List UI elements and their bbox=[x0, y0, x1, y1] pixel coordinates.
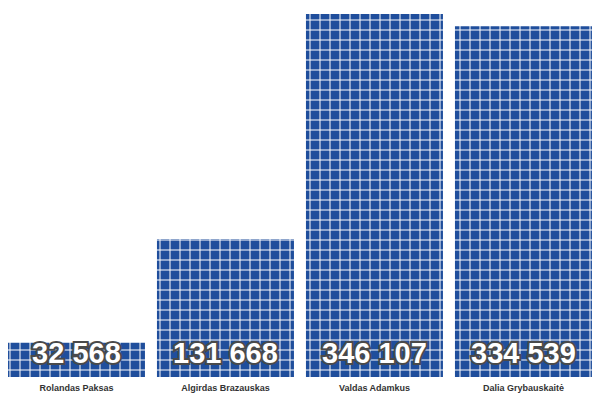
svg-text:Dalia Grybauskaitė: Dalia Grybauskaitė bbox=[483, 383, 564, 393]
svg-text:346 107: 346 107 bbox=[322, 337, 427, 369]
svg-text:Algirdas Brazauskas: Algirdas Brazauskas bbox=[181, 383, 270, 393]
svg-text:131 668: 131 668 bbox=[173, 337, 278, 369]
svg-text:334 539: 334 539 bbox=[471, 337, 576, 369]
svg-text:32 568: 32 568 bbox=[32, 337, 121, 369]
svg-text:Valdas Adamkus: Valdas Adamkus bbox=[339, 383, 410, 393]
svg-text:Rolandas Paksas: Rolandas Paksas bbox=[39, 383, 113, 393]
